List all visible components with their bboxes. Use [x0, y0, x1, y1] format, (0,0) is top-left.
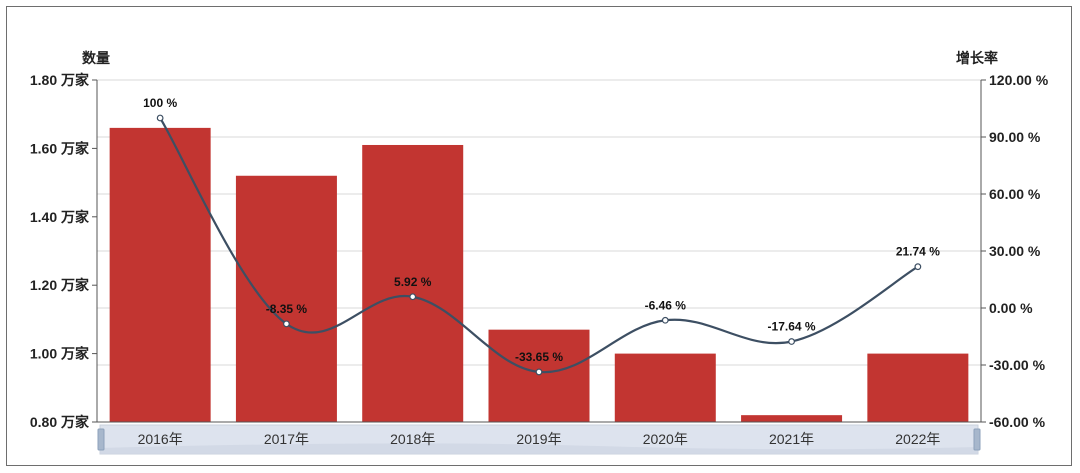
- zoom-handle-left[interactable]: [97, 428, 105, 451]
- bar: [488, 329, 590, 422]
- x-tick-label: 2017年: [264, 431, 309, 447]
- line-point: [283, 320, 290, 328]
- bar: [867, 353, 969, 422]
- bar: [741, 415, 843, 422]
- left-tick-label: 1.00 万家: [30, 346, 90, 362]
- line-series: [156, 114, 922, 376]
- x-tick-label: 2022年: [895, 431, 940, 447]
- right-tick-label: 120.00 %: [989, 72, 1049, 88]
- x-tick-label: 2020年: [643, 431, 688, 447]
- line-data-label: -33.65 %: [515, 350, 563, 364]
- left-tick-label: 1.60 万家: [30, 140, 90, 156]
- line-data-label: 21.74 %: [896, 245, 940, 259]
- line-data-label: -8.35 %: [266, 302, 308, 316]
- x-tick-label: 2016年: [138, 431, 183, 447]
- line-point: [535, 368, 543, 376]
- chart-frame: [6, 6, 1072, 466]
- line-data-label: -17.64 %: [768, 320, 816, 334]
- line-point: [914, 263, 922, 271]
- data-zoom-slider[interactable]: [97, 424, 981, 455]
- bar-series: [109, 127, 969, 423]
- zoom-handle-right[interactable]: [973, 428, 981, 451]
- right-tick-label: 90.00 %: [989, 129, 1041, 145]
- line-data-label: 5.92 %: [394, 275, 432, 289]
- x-tick-label: 2021年: [769, 431, 814, 447]
- line-point: [788, 338, 795, 345]
- right-tick-label: 60.00 %: [989, 186, 1041, 202]
- bar: [235, 175, 337, 422]
- left-tick-label: 1.40 万家: [30, 209, 90, 225]
- left-tick-label: 1.80 万家: [30, 72, 90, 88]
- right-tick-label: 0.00 %: [989, 300, 1033, 316]
- left-axis-ticks: 0.80 万家 1.00 万家 1.20 万家 1.40 万家 1.60 万家 1.80 …: [30, 72, 97, 430]
- left-tick-label: 0.80 万家: [30, 414, 90, 430]
- line-data-label: 100 %: [143, 96, 177, 110]
- line-point: [661, 316, 669, 324]
- left-axis-title: 数量: [82, 50, 110, 66]
- right-axis-title: 增长率: [956, 50, 998, 66]
- zoom-shadow: [100, 443, 978, 454]
- right-tick-label: -30.00 %: [989, 357, 1046, 373]
- line-data-label: -6.46 %: [645, 298, 687, 312]
- x-tick-label: 2019年: [516, 431, 561, 447]
- x-tick-label: 2018年: [390, 431, 435, 447]
- line-data-labels: 100 % -8.35 % 5.92 % -33.65 % -6.46 % -17.64 …: [143, 96, 940, 364]
- bar: [362, 144, 464, 423]
- right-tick-label: -60.00 %: [989, 414, 1046, 430]
- right-axis-ticks: -60.00 % -30.00 % 0.00 % 30.00 % 60.00 % 90.0…: [981, 72, 1049, 430]
- right-tick-label: 30.00 %: [989, 243, 1041, 259]
- bar: [614, 353, 716, 422]
- line-point: [409, 293, 417, 301]
- line-point: [156, 114, 164, 122]
- x-axis-ticks: 2016年 2017年 2018年 2019年 2020年 2021年 2022年: [138, 431, 941, 447]
- left-tick-label: 1.20 万家: [30, 277, 90, 293]
- bar: [109, 127, 211, 422]
